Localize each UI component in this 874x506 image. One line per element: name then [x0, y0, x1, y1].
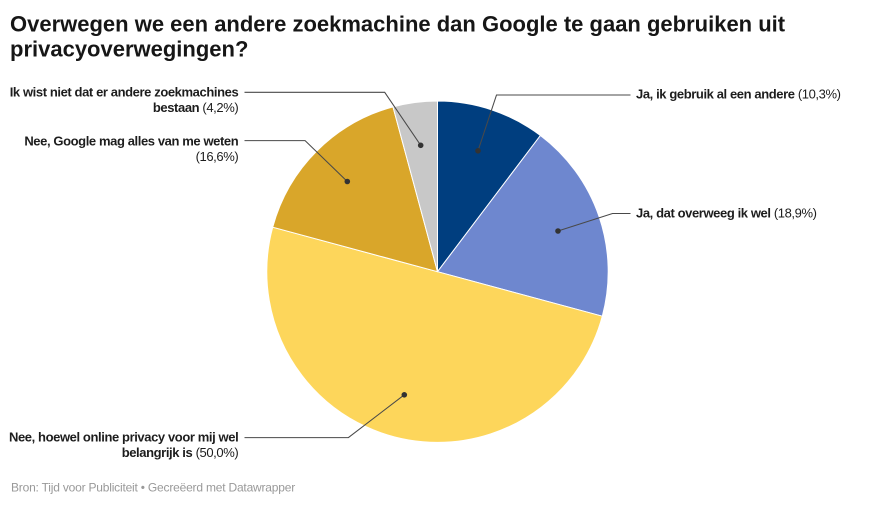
svg-text:Nee, Google mag alles van me w: Nee, Google mag alles van me weten: [24, 134, 238, 149]
svg-text:privacyoverwegingen?: privacyoverwegingen?: [10, 36, 248, 61]
svg-text:Ja, dat overweeg ik wel (18,9%: Ja, dat overweeg ik wel (18,9%): [636, 205, 817, 220]
svg-text:Overwegen we een andere zoekma: Overwegen we een andere zoekmachine dan …: [10, 11, 786, 36]
svg-text:Ja, ik gebruik al een andere (: Ja, ik gebruik al een andere (10,3%): [636, 87, 841, 102]
svg-text:(16,6%): (16,6%): [196, 149, 239, 164]
svg-text:Bron: Tijd voor Publiciteit •: Bron: Tijd voor Publiciteit • Gecreëerd …: [11, 481, 295, 495]
svg-text:belangrijk is (50,0%): belangrijk is (50,0%): [122, 445, 239, 460]
svg-text:Ik wist niet dat er andere zoe: Ik wist niet dat er andere zoekmachines: [10, 85, 239, 100]
svg-text:bestaan (4,2%): bestaan (4,2%): [153, 100, 239, 115]
svg-text:Nee, hoewel online privacy voo: Nee, hoewel online privacy voor mij wel: [9, 429, 238, 444]
